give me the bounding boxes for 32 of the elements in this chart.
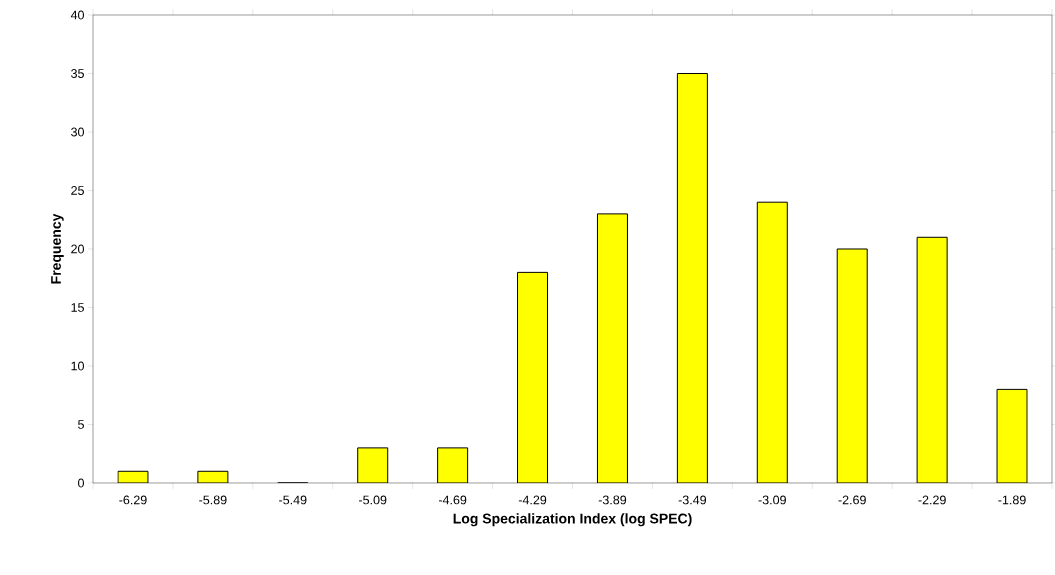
y-axis-title: Frequency — [51, 213, 64, 284]
y-tick-label: 0 — [78, 478, 84, 488]
bar — [996, 388, 1028, 483]
bar — [836, 248, 868, 483]
y-tick-label: 15 — [71, 303, 84, 312]
x-tick-label: -5.09 — [359, 495, 387, 505]
bar — [916, 236, 948, 483]
y-tick-label: 5 — [78, 420, 84, 429]
x-tick-label: -3.49 — [678, 495, 707, 505]
x-tick-label: -1.89 — [998, 495, 1026, 505]
x-tick-label: -2.69 — [838, 495, 866, 505]
y-tick-label: 10 — [71, 361, 84, 371]
x-tick-label: -2.29 — [918, 495, 946, 505]
x-tick-label: -6.29 — [119, 495, 147, 505]
y-tick-label: 30 — [71, 127, 84, 137]
bar — [756, 201, 788, 483]
x-tick-label: -5.49 — [279, 495, 307, 505]
x-tick-label: -5.89 — [199, 495, 227, 505]
x-tick-label: -4.69 — [438, 495, 467, 505]
y-tick-label: 40 — [70, 10, 84, 20]
x-tick-label: -4.29 — [518, 495, 547, 505]
y-tick-label: 25 — [71, 186, 84, 195]
bar — [676, 72, 708, 483]
bar — [357, 447, 389, 483]
y-tick-label: 20 — [71, 244, 84, 254]
y-tick-label: 35 — [71, 69, 84, 78]
bar — [437, 447, 469, 483]
x-axis-title: Log Specialization Index (log SPEC) — [453, 513, 692, 527]
x-tick-label: -3.09 — [758, 495, 786, 505]
bar — [596, 213, 628, 483]
bar — [517, 271, 549, 483]
x-tick-label: -3.89 — [598, 495, 627, 505]
